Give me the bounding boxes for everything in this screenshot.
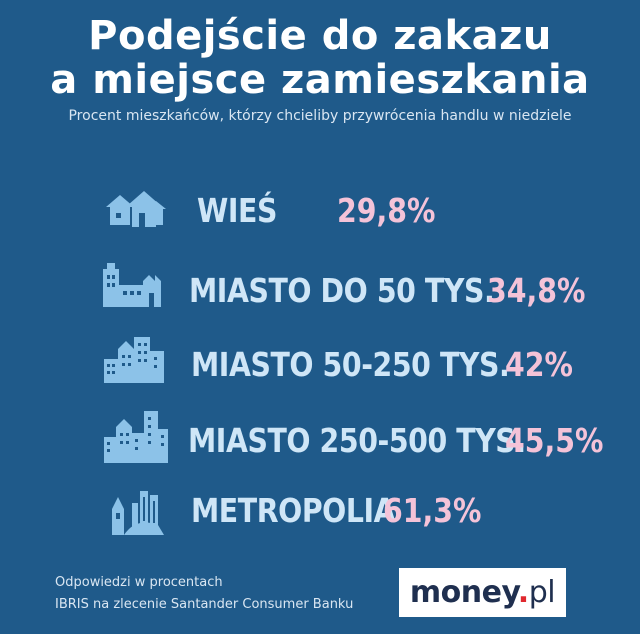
footnote-answers: Odpowiedzi w procentach [55,575,223,590]
metropolis-icon [110,489,166,540]
value-label: 42% [505,345,573,384]
table-row: METROPOLIA 61,3% [0,483,640,543]
footnote-source: IBRIS na zlecenie Santander Consumer Ban… [55,597,354,612]
category-label: MIASTO DO 50 TYS. [189,271,495,310]
village-houses-icon [106,191,166,236]
category-label: MIASTO 250-500 TYS. [188,421,526,460]
medium-city-icon [104,337,164,388]
small-town-icon [103,263,165,312]
large-city-icon [104,411,168,468]
title-line-1: Podejście do zakazu [88,13,552,59]
logo-text: money [409,575,518,610]
value-label: 29,8% [337,191,436,230]
value-label: 45,5% [505,421,604,460]
logo-suffix: pl [528,575,556,610]
money-pl-logo: money.pl [399,568,566,617]
table-row: MIASTO 50-250 TYS. 42% [0,337,640,397]
page-title: Podejście do zakazu a miejsce zamieszkan… [0,14,640,102]
title-line-2: a miejsce zamieszkania [50,57,590,103]
subtitle: Procent mieszkańców, którzy chcieliby pr… [68,108,572,124]
category-label: MIASTO 50-250 TYS. [191,345,510,384]
table-row: MIASTO DO 50 TYS. 34,8% [0,263,640,323]
table-row: WIEŚ 29,8% [0,183,640,243]
logo-dot: . [517,575,529,610]
category-label: WIEŚ [197,191,277,230]
category-label: METROPOLIA [191,491,396,530]
value-label: 61,3% [383,491,482,530]
table-row: MIASTO 250-500 TYS. 45,5% [0,411,640,473]
value-label: 34,8% [487,271,586,310]
